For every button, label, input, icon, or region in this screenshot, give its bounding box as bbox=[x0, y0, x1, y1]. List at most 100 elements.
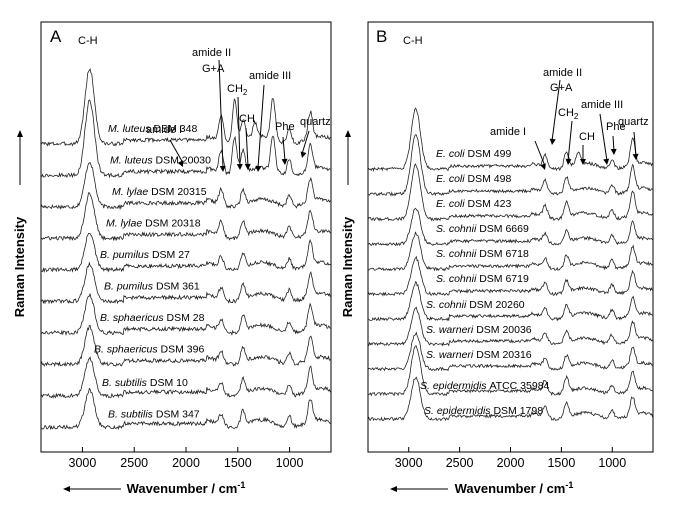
panel-a: A 3000 2500 2000 1500 1000 Wavenumber / cm-1 Ra… bbox=[12, 27, 332, 496]
series-label: E. coli DSM 423 bbox=[436, 198, 511, 210]
series-label: E. coli DSM 498 bbox=[436, 173, 511, 185]
spectrum-line bbox=[40, 293, 332, 337]
annotation-label: G+A bbox=[550, 82, 573, 94]
x-tick-label: 2500 bbox=[120, 456, 148, 470]
y-direction-arrowhead bbox=[17, 130, 23, 137]
annotation-arrow bbox=[534, 140, 546, 167]
series-label: S. warneri DSM 20036 bbox=[426, 324, 532, 336]
x-direction-arrowhead bbox=[390, 486, 397, 492]
series-label: B. pumilus DSM 361 bbox=[104, 281, 200, 293]
spectrum-line bbox=[40, 67, 332, 147]
spectrum-line bbox=[367, 255, 654, 297]
x-axis-label: Wavenumber / cm-1 bbox=[127, 480, 246, 496]
annotation-arrow bbox=[301, 130, 310, 155]
annotation-label: G+A bbox=[202, 63, 225, 75]
annotation-arrowhead bbox=[540, 163, 546, 170]
x-tick-label: 2000 bbox=[497, 456, 525, 470]
annotation-arrow bbox=[612, 135, 615, 152]
spectrum-line bbox=[41, 387, 332, 431]
annotation-arrowhead bbox=[632, 153, 639, 160]
annotation-arrow bbox=[257, 84, 265, 169]
x-tick-label: 1500 bbox=[547, 456, 575, 470]
series-label: S. warneri DSM 20316 bbox=[426, 349, 532, 361]
annotation-arrow bbox=[282, 136, 286, 162]
x-tick-label: 3000 bbox=[69, 456, 97, 470]
x-direction-arrowhead bbox=[63, 486, 70, 492]
x-tick-label: 1000 bbox=[598, 456, 626, 470]
annotation-label: Phe bbox=[606, 121, 626, 133]
annotation-arrowhead bbox=[300, 151, 307, 158]
y-direction-arrowhead bbox=[345, 130, 351, 137]
spectrum-line bbox=[367, 331, 654, 372]
spectrum-line bbox=[40, 356, 332, 399]
x-tick-label: 1000 bbox=[276, 456, 304, 470]
annotation-arrow bbox=[218, 59, 224, 169]
series-label: B. sphaericus DSM 28 bbox=[100, 312, 205, 324]
annotation-label: quartz bbox=[300, 116, 331, 128]
panel-letter-B: B bbox=[376, 27, 387, 46]
annotation-arrowhead bbox=[255, 165, 262, 172]
annotation-label: amide II bbox=[192, 47, 231, 59]
annotation-arrowhead bbox=[244, 163, 251, 170]
series-label: B. subtilis DSM 347 bbox=[108, 409, 200, 421]
spectrum-line bbox=[367, 107, 654, 172]
annotation-label: amide I bbox=[146, 124, 182, 136]
series-label: B. subtilis DSM 10 bbox=[102, 377, 188, 389]
annotation-label: CH2 bbox=[227, 83, 248, 97]
annotation-label: CH bbox=[579, 131, 595, 143]
series-label: S. epidermidis DSM 1798 bbox=[424, 405, 543, 417]
annotation-label: CH bbox=[239, 113, 255, 125]
annotation-label: CH2 bbox=[558, 107, 579, 121]
x-tick-label: 2500 bbox=[446, 456, 474, 470]
series-label: M. luteus DSM 20030 bbox=[110, 155, 211, 167]
spectrum-line bbox=[40, 99, 332, 179]
series-label: S. cohnii DSM 6669 bbox=[436, 223, 529, 235]
annotation-arrowhead bbox=[580, 159, 586, 165]
series-label: S. epidermidis ATCC 35984 bbox=[420, 380, 550, 392]
annotation-arrow bbox=[599, 113, 608, 162]
annotation-label: C-H bbox=[403, 35, 423, 47]
spectrum-line bbox=[368, 134, 654, 197]
annotation-label: Phe bbox=[275, 121, 295, 133]
spectrum-line bbox=[367, 163, 654, 222]
x-tick-label: 2000 bbox=[172, 456, 200, 470]
annotation-arrowhead bbox=[610, 148, 617, 155]
annotation-label: amide II bbox=[543, 67, 582, 79]
annotation-arrowhead bbox=[236, 163, 243, 170]
annotation-arrowhead bbox=[603, 158, 610, 165]
spectrum-line bbox=[367, 231, 654, 272]
x-axis-label: Wavenumber / cm-1 bbox=[455, 480, 574, 496]
annotation-arrow bbox=[633, 131, 637, 157]
annotation-arrow bbox=[567, 120, 573, 162]
annotation-label: amide III bbox=[249, 70, 291, 82]
x-tick-label: 3000 bbox=[395, 456, 423, 470]
series-label: M. luteus DSM 348 bbox=[108, 123, 197, 135]
spectrum-line bbox=[367, 376, 654, 422]
annotation-arrowhead bbox=[549, 138, 556, 145]
panel-b: B 3000 2500 2000 1500 1000 Wavenumber / cm-1 Ra… bbox=[340, 27, 654, 496]
series-label: M. lylae DSM 20318 bbox=[106, 218, 201, 230]
series-label: M. lylae DSM 20315 bbox=[112, 186, 207, 198]
spectrum-line bbox=[40, 324, 332, 368]
annotation-arrow bbox=[551, 79, 561, 142]
annotation-arrowhead bbox=[177, 160, 184, 167]
annotation-arrowhead bbox=[219, 165, 226, 172]
annotation-arrowhead bbox=[565, 158, 572, 165]
series-label: S. cohnii DSM 6719 bbox=[436, 273, 529, 285]
y-axis-label: Raman Intensity bbox=[12, 216, 27, 317]
annotation-label: C-H bbox=[78, 35, 98, 47]
panel-letter-A: A bbox=[50, 27, 62, 46]
spectrum-line bbox=[40, 192, 332, 242]
annotation-label: quartz bbox=[618, 116, 649, 128]
spectrum-line bbox=[367, 207, 654, 247]
spectrum-line bbox=[40, 233, 332, 274]
series-label: S. cohnii DSM 6718 bbox=[436, 248, 529, 260]
spectrum-line bbox=[40, 261, 332, 305]
series-label: B. sphaericus DSM 396 bbox=[94, 344, 204, 356]
spectrum-line bbox=[367, 345, 654, 397]
annotation-arrow bbox=[237, 96, 241, 167]
spectrum-line bbox=[367, 306, 654, 347]
annotation-arrow bbox=[169, 139, 184, 164]
annotation-arrowhead bbox=[281, 158, 288, 165]
